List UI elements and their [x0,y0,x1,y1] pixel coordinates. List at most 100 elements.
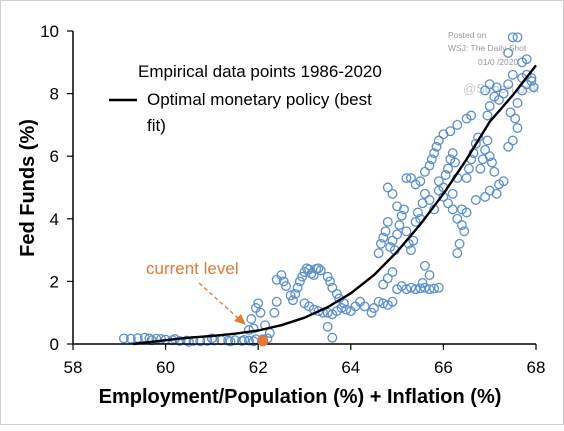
watermark-line-1: Posted on [448,30,487,40]
data-point [417,278,428,288]
data-point [387,267,398,277]
data-point [331,288,342,299]
data-point [327,282,338,293]
data-point [174,335,185,346]
data-point [426,154,437,165]
data-point [253,298,264,309]
data-point [297,271,308,282]
data-point [489,166,500,177]
data-point [461,173,472,184]
data-point [433,282,444,293]
data-point [412,207,423,218]
y-tick-label: 2 [50,272,59,291]
data-point [269,307,280,318]
data-point [410,284,421,295]
data-point [287,295,298,306]
data-point [443,198,453,209]
data-point [315,265,326,276]
current-level-arrowhead [234,314,246,325]
data-point [125,333,136,344]
data-point [341,304,352,315]
data-point [433,135,444,146]
data-point [507,135,518,146]
data-point [505,107,516,118]
x-tick-label: 62 [249,358,268,377]
data-point [507,69,518,80]
data-point [528,82,539,93]
y-axis-title: Fed Funds (%) [17,119,39,257]
data-point [366,307,377,318]
data-point [431,141,442,152]
data-point [278,276,289,287]
data-point [447,204,458,215]
data-point [387,296,398,307]
data-point [487,157,497,168]
data-point [526,76,537,87]
data-point [419,282,430,293]
data-point [510,113,521,124]
y-tick-label: 6 [50,147,59,166]
data-point [313,306,324,317]
data-point [336,303,347,313]
optimal-policy-line [133,64,537,346]
data-point [480,85,491,96]
data-point [368,303,379,313]
y-tick-label: 10 [40,22,59,41]
data-point [447,188,458,199]
data-point [396,210,407,221]
data-point [327,332,338,343]
data-point [482,110,493,121]
data-point [308,270,319,281]
data-point [424,160,435,171]
data-point [445,126,456,137]
data-point [387,235,398,246]
y-tick-label: 8 [50,85,59,104]
data-point [406,282,416,293]
data-point [452,213,463,224]
data-point [512,98,523,108]
data-point [271,296,282,307]
data-point [484,79,495,90]
data-point [313,263,324,274]
data-point [118,333,129,344]
data-point [325,276,335,287]
data-point [466,110,477,121]
data-point [276,270,287,281]
data-point [378,279,389,290]
legend-label-fit-line1: Optimal monetary policy (best [147,90,372,109]
data-point [450,157,460,168]
current-level-marker [257,335,269,347]
x-ticks-group: 58 60 62 64 66 68 [64,344,546,377]
x-axis-title: Employment/Population (%) + Inflation (%… [99,386,502,408]
data-point [401,173,412,184]
data-point [456,220,467,231]
data-point [480,144,491,155]
data-point [461,207,472,218]
data-point [382,273,393,284]
data-point [225,336,236,347]
data-point [248,323,259,334]
data-point [424,284,435,295]
y-tick-label: 0 [50,335,59,354]
data-point [294,276,305,287]
data-point [470,195,481,205]
data-point [359,301,370,312]
watermark-line-3: 01/0 /2020 [478,57,518,67]
x-tick-label: 58 [64,358,83,377]
data-point [454,238,465,249]
data-point [392,229,403,240]
data-point [480,191,491,202]
data-point [503,141,514,152]
data-point [424,195,435,205]
legend: Empirical data points 1986-2020 Optimal … [109,62,382,135]
x-tick-label: 60 [156,358,175,377]
data-point [415,176,426,187]
data-point [507,32,518,43]
data-point [246,314,257,324]
y-ticks-group: 0 2 4 6 8 10 [40,22,73,354]
data-point [378,232,389,243]
data-point [380,226,391,237]
x-tick-label: 68 [527,358,546,377]
data-point [151,333,162,344]
